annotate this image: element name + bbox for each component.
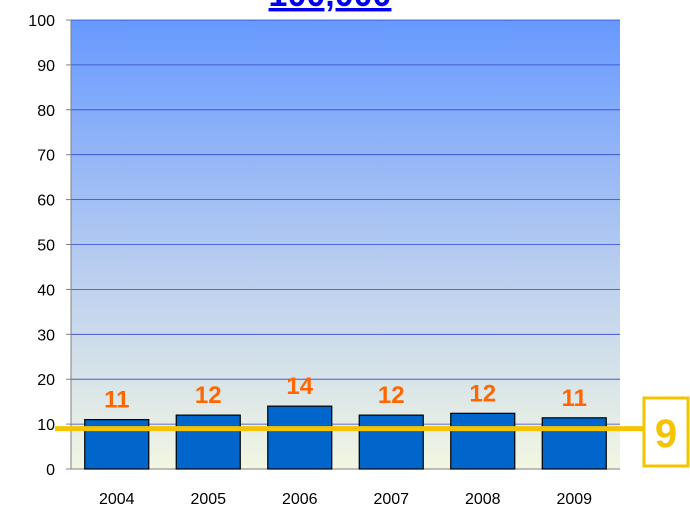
x-tick-label: 2005 bbox=[190, 491, 226, 508]
y-tick-label: 0 bbox=[46, 462, 55, 479]
x-tick-label: 2009 bbox=[556, 491, 592, 508]
y-tick-label: 60 bbox=[37, 193, 55, 210]
y-tick-label: 80 bbox=[37, 103, 55, 120]
y-tick-label: 30 bbox=[37, 327, 55, 344]
x-tick-label: 2008 bbox=[465, 491, 501, 508]
y-tick-label: 50 bbox=[37, 238, 55, 255]
data-label: 11 bbox=[562, 385, 587, 412]
y-tick-label: 70 bbox=[37, 148, 55, 165]
x-tick-label: 2004 bbox=[99, 491, 135, 508]
data-label: 12 bbox=[378, 382, 405, 409]
y-tick-label: 90 bbox=[37, 58, 55, 75]
x-tick-label: 2007 bbox=[373, 491, 409, 508]
data-label: 12 bbox=[469, 380, 496, 407]
x-tick-label: 2006 bbox=[282, 491, 318, 508]
data-label: 12 bbox=[195, 382, 222, 409]
data-label: 11 bbox=[104, 387, 129, 414]
bar bbox=[267, 405, 333, 470]
reference-label: 9 bbox=[655, 412, 677, 456]
y-tick-label: 10 bbox=[37, 417, 55, 434]
data-label: 14 bbox=[286, 373, 313, 400]
bar bbox=[358, 414, 424, 470]
y-tick-label: 100 bbox=[28, 13, 55, 30]
y-tick-label: 20 bbox=[37, 372, 55, 389]
reference-box bbox=[642, 396, 690, 468]
bar bbox=[541, 417, 607, 470]
bar bbox=[450, 412, 516, 470]
chart-title[interactable]: 100,000 bbox=[269, 0, 392, 14]
y-tick-label: 40 bbox=[37, 282, 55, 299]
bar bbox=[175, 414, 241, 470]
